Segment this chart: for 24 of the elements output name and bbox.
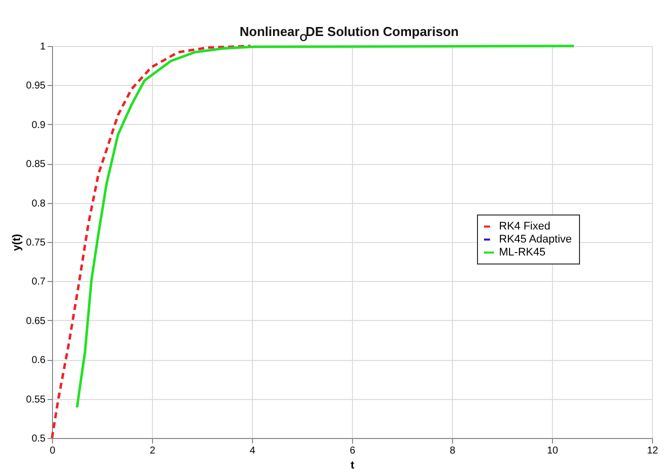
y-tick-label: 1 [40, 42, 46, 52]
y-tick-label: 0.5 [32, 434, 46, 444]
y-tick-label: 0.75 [26, 238, 46, 248]
x-tick-label: 6 [350, 446, 356, 456]
y-tick-label: 0.95 [26, 80, 46, 92]
legend-label: RK45 Adaptive [499, 234, 572, 246]
legend-label: RK4 Fixed [499, 220, 550, 233]
y-tick-label: 0.65 [26, 316, 46, 327]
y-tick-label: 0.6 [32, 355, 46, 366]
line-series [76, 44, 576, 409]
y-axis-title: y(t) [11, 234, 24, 252]
legend-label: ML-RK45 [499, 246, 546, 259]
x-tick-label: 0 [50, 446, 56, 456]
x-tick-label: 12 [646, 446, 658, 456]
x-axis-title: t [350, 460, 355, 472]
y-tick-label: 0.55 [26, 394, 46, 406]
y-tick-label: 0.85 [26, 159, 46, 170]
x-tick-label: 2 [150, 446, 156, 456]
x-tick-label: 4 [250, 446, 256, 456]
y-tick-label: 0.7 [32, 276, 46, 288]
y-tick-label: 0.9 [32, 120, 46, 131]
x-tick-label: 8 [450, 446, 456, 456]
y-tick-label: 0.8 [32, 198, 46, 210]
x-tick-label: 10 [546, 446, 558, 456]
